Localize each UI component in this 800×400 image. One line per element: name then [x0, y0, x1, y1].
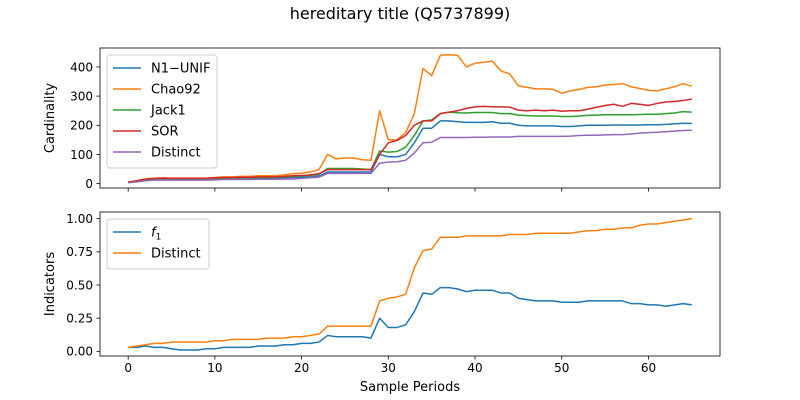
x-axis-label: Sample Periods [360, 380, 460, 395]
y-tick-label: 100 [70, 148, 93, 162]
legend: N1−UNIF Chao92 Jack1 SOR Distinct [106, 54, 218, 169]
y-tick-label: 200 [70, 119, 93, 133]
y-tick-label: 0.75 [66, 245, 93, 259]
axes-frame [99, 211, 721, 357]
legend-label-jack1: Jack1 [150, 104, 186, 119]
y-tick-label: 0.00 [66, 345, 93, 359]
legend-label-sor: SOR [151, 125, 179, 140]
series-line-distinct [128, 129, 692, 184]
y-tick-label: 0 [85, 177, 93, 191]
x-tick-label: 50 [554, 361, 569, 375]
y-tick-label: 300 [70, 89, 93, 103]
series-line-f1 [128, 286, 692, 351]
indicators-panel: 0 10 20 30 40 50 60 0.00 0.25 0.50 0.75 1.00 Indicat… [43, 211, 721, 395]
legend: f1 Distinct [106, 218, 210, 270]
legend-box [106, 54, 218, 169]
legend-label-distinct: Distinct [151, 146, 201, 161]
figure-title: hereditary title (Q5737899) [289, 4, 511, 23]
series-line-sor [128, 98, 692, 183]
legend-label-chao92: Chao92 [151, 83, 201, 98]
legend-label-distinct: Distinct [151, 247, 201, 262]
cardinality-panel: 0 100 200 300 400 Cardinality N1−UNIF Chao92 Jac… [43, 47, 721, 192]
series-line-distinct [128, 217, 692, 349]
y-axis-label: Cardinality [43, 83, 58, 154]
x-tick-label: 30 [381, 361, 396, 375]
legend-box [106, 218, 210, 270]
y-tick-label: 400 [70, 60, 93, 74]
x-tick-label: 40 [467, 361, 482, 375]
axes-frame [99, 47, 721, 189]
y-tick-label: 1.00 [66, 212, 93, 226]
x-tick-label: 60 [641, 361, 656, 375]
x-tick-label: 0 [124, 361, 132, 375]
legend-label-n1-unif: N1−UNIF [151, 62, 210, 77]
y-axis-label: Indicators [43, 252, 58, 316]
x-tick-label: 10 [207, 361, 222, 375]
legend-label-f1: f1 [151, 226, 161, 243]
y-tick-label: 0.25 [66, 311, 93, 325]
x-tick-label: 20 [294, 361, 309, 375]
y-tick-label: 0.50 [66, 278, 93, 292]
